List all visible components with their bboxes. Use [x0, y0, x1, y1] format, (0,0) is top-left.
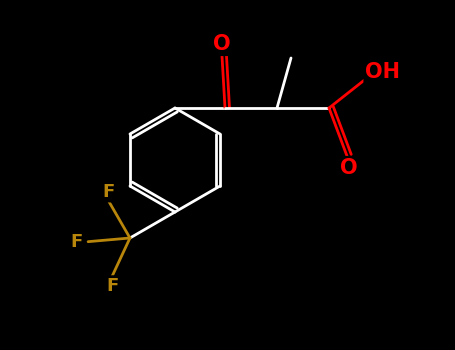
Text: O: O: [340, 158, 358, 178]
Text: O: O: [213, 34, 231, 54]
Text: F: F: [103, 183, 115, 201]
Text: F: F: [106, 277, 118, 295]
Text: OH: OH: [365, 62, 400, 82]
Text: F: F: [70, 233, 82, 251]
